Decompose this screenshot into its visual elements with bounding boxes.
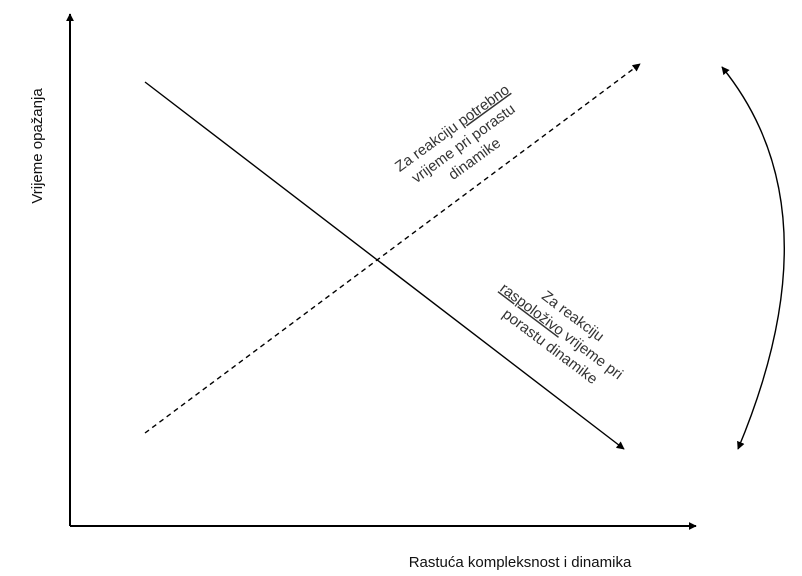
needed-time-label: Za reakciju potrebno vrijeme pri porastu… bbox=[392, 81, 518, 187]
gap-double-arrow bbox=[721, 66, 785, 450]
needed-time-line bbox=[144, 63, 641, 434]
available-time-line bbox=[144, 81, 625, 450]
x-axis-label: Rastuća kompleksnost i dinamika bbox=[409, 554, 632, 571]
available-time-label: Za reakciju raspoloživo vrijeme pri pora… bbox=[497, 280, 626, 388]
y-axis-label: Vrijeme opažanja bbox=[29, 88, 46, 204]
